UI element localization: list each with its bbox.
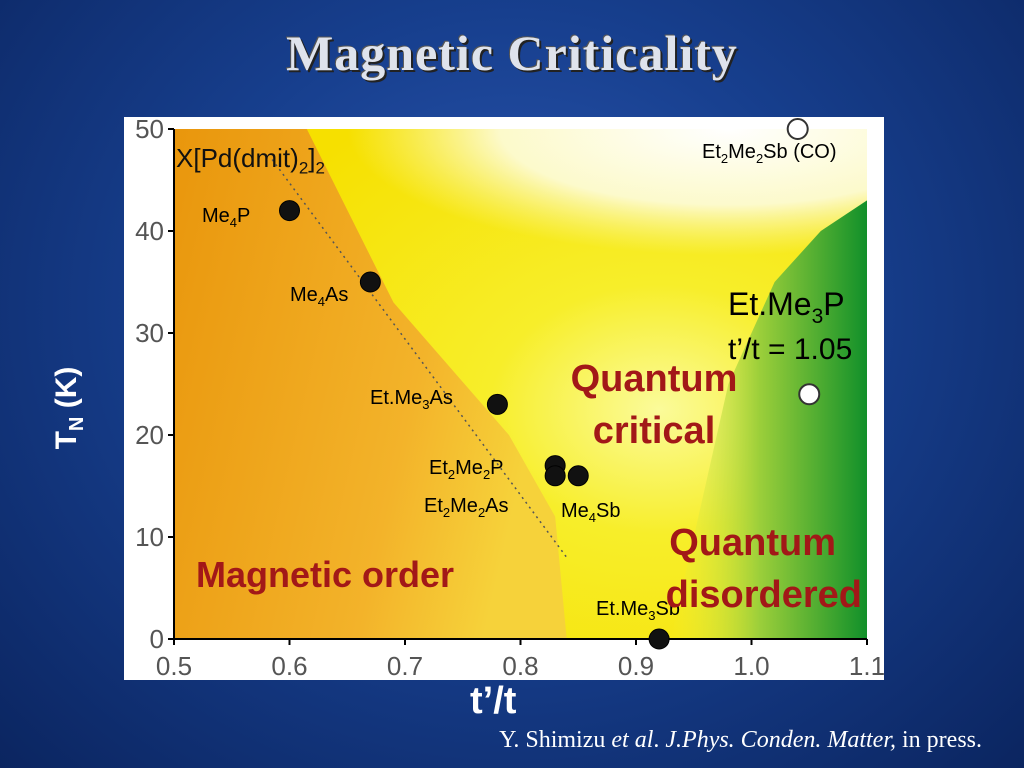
chart-title: X[Pd(dmit)2]2 <box>176 143 325 178</box>
citation-authors: Y. Shimizu <box>499 727 606 753</box>
disordered-region <box>670 200 867 639</box>
phase-boundary <box>271 159 568 558</box>
phase-diagram: 0.5 0.6 0.7 0.8 0.9 1.0 1.1 0 10 20 30 40 50 Me4P Me4… <box>124 117 884 680</box>
y-tick-label: 0 <box>150 624 164 654</box>
x-tick-label: 1.1 <box>849 651 884 680</box>
data-point-Me4Sb <box>567 465 589 487</box>
point-label-Et2Me2As: Et2Me2As <box>424 495 509 520</box>
y-tick-label: 10 <box>135 522 164 552</box>
point-label-Me4As: Me4As <box>290 284 348 309</box>
slide-title: Magnetic Criticality <box>286 25 738 81</box>
point-labels: Me4P Me4As Et.Me3As Et2Me2P Et2Me2As Me4Sb Et.… <box>176 141 862 623</box>
data-point-EtMe3Sb <box>648 628 670 650</box>
citation-status: in press. <box>902 727 982 753</box>
point-label-EtMe3P: Et.Me3P <box>728 286 845 328</box>
x-tick-label: 0.7 <box>387 651 423 680</box>
citation-journal: J.Phys. Conden. Matter, <box>665 727 896 753</box>
point-label-EtMe3As: Et.Me3As <box>370 387 453 412</box>
citation: Y. Shimizu et al. J.Phys. Conden. Matter… <box>499 727 982 754</box>
y-axis-label: TN (K) <box>50 358 90 458</box>
etme3p-ratio: t’/t = 1.05 <box>728 333 852 366</box>
x-tick-label: 1.0 <box>733 651 769 680</box>
point-label-Et2Me2Sb: Et2Me2Sb (CO) <box>702 141 837 166</box>
data-point-Et2Me2Sb <box>786 118 809 140</box>
y-tick-label: 40 <box>135 216 164 246</box>
x-tick-label: 0.6 <box>271 651 307 680</box>
y-axis-label-text: TN (K) <box>50 366 88 450</box>
axes: 0.5 0.6 0.7 0.8 0.9 1.0 1.1 0 10 20 30 40 50 <box>135 117 884 680</box>
point-label-EtMe3Sb: Et.Me3Sb <box>596 598 680 623</box>
quantum-critical-label: Quantum critical <box>571 358 738 452</box>
point-label-Me4Sb: Me4Sb <box>561 500 621 525</box>
citation-etal: et al <box>611 727 654 753</box>
x-tick-label: 0.5 <box>156 651 192 680</box>
data-points <box>279 118 821 650</box>
data-point-EtMe3As <box>486 393 508 415</box>
data-point-Me4P <box>279 200 300 222</box>
magnetic-order-label: Magnetic order <box>196 554 454 595</box>
y-tick-label: 30 <box>135 318 164 348</box>
citation-dot: . <box>653 727 660 753</box>
data-point-EtMe3P <box>798 383 821 406</box>
point-label-Et2Me2P: Et2Me2P <box>429 457 504 482</box>
y-tick-label: 20 <box>135 420 164 450</box>
x-tick-label: 0.8 <box>502 651 538 680</box>
point-label-Me4P: Me4P <box>202 205 250 230</box>
x-tick-label: 0.9 <box>618 651 654 680</box>
y-tick-label: 50 <box>135 117 164 144</box>
data-point-Me4As <box>359 271 381 293</box>
data-point-Et2Me2As <box>544 465 566 487</box>
quantum-disordered-label: Quantum disordered <box>666 522 862 616</box>
ordered-region <box>174 129 567 639</box>
x-axis-label: t’/t <box>470 680 517 722</box>
